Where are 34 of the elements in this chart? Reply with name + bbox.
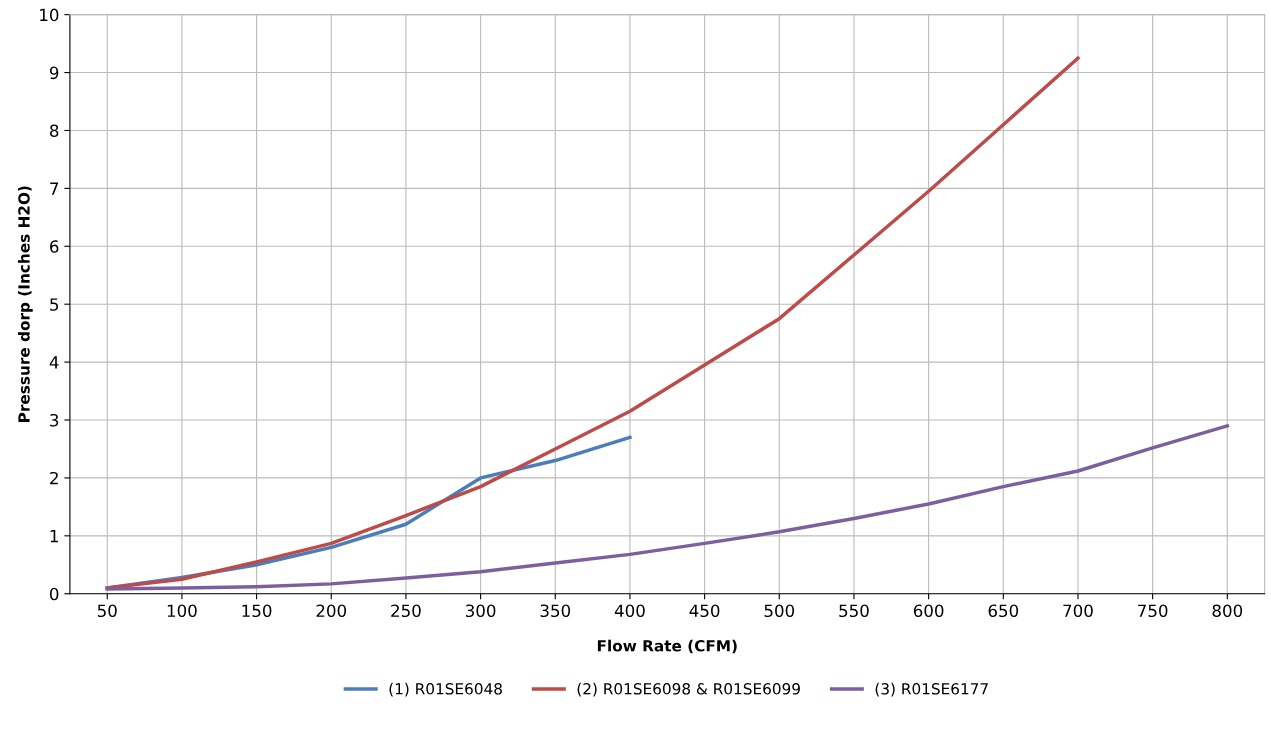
y-tick-label: 7 [50,182,59,195]
x-tick-label: 650 [988,604,1019,618]
x-axis-title: Flow Rate (CFM) [597,639,737,654]
x-tick-label: 800 [1212,604,1243,618]
x-tick-label: 550 [839,604,869,618]
line-series [105,56,1080,590]
y-tick-label: 8 [50,124,59,138]
y-tick-label: 0 [49,587,59,601]
x-tick-label: 250 [391,604,421,618]
x-tick-label: 300 [465,604,496,618]
y-tick-label: 4 [49,356,59,369]
y-tick-label: 1 [50,530,58,543]
y-tick-label: 10 [40,8,59,22]
x-tick-label: 350 [540,604,571,618]
x-tick-label: 50 [97,604,117,618]
legend-label: (2) R01SE6098 & R01SE6099 [577,682,800,697]
line-series [105,424,1230,591]
legend-label: (3) R01SE6177 [875,682,988,697]
x-tick-label: 600 [913,604,944,618]
x-tick-label: 450 [689,604,720,618]
x-tick-label: 400 [614,604,645,618]
x-tick-label: 150 [242,604,272,618]
x-tick-label: 500 [764,604,795,618]
y-tick-label: 9 [49,66,59,80]
y-tick-label: 6 [50,240,59,253]
x-tick-label: 100 [167,604,197,618]
y-tick-label: 2 [50,471,58,485]
x-tick-label: 700 [1063,604,1093,618]
legend-label: (1) R01SE6048 [389,682,502,697]
y-tick-label: 5 [50,298,59,311]
y-tick-label: 3 [50,413,59,427]
x-tick-label: 750 [1138,604,1168,618]
y-axis-title: Pressure dorp (Inches H2O) [17,186,33,422]
x-tick-label: 200 [316,604,347,618]
